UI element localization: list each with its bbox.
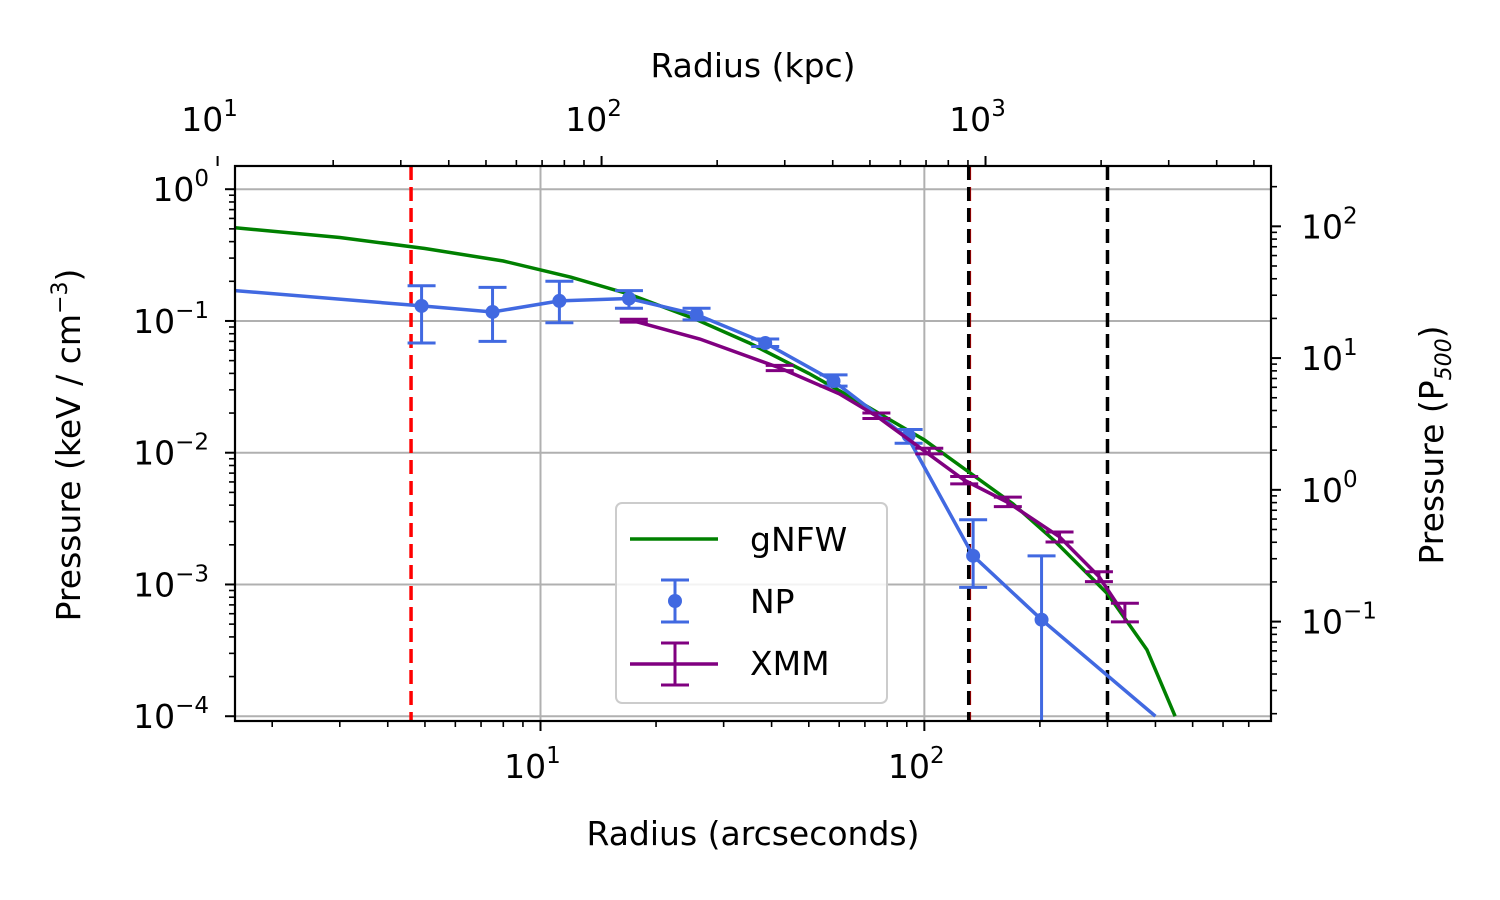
series-xmm-point-4 [950, 474, 979, 486]
y-tick-label-4: 10−4 [133, 693, 209, 736]
right-y-tick-label-2-base: 10 [1301, 471, 1343, 510]
right-y-tick-label-3-base: 10 [1301, 603, 1343, 642]
top-x-tick-label-2-base: 10 [949, 100, 991, 139]
np-marker-0 [414, 298, 429, 313]
y-axis-label: Pressure (keV / cm−3) [48, 269, 88, 622]
right-y-tick-label-2-exp: 0 [1343, 467, 1358, 493]
right-y-axis-label: Pressure (P500) [1412, 325, 1457, 564]
right-y-axis-label-close: ) [1412, 325, 1451, 338]
top-x-tick-label-2: 103 [949, 96, 1006, 139]
series-np [235, 279, 1157, 721]
y-axis-label-sup: −3 [48, 281, 73, 313]
series-np-point-8 [959, 518, 988, 589]
series-np-point-2 [545, 279, 574, 325]
legend: gNFW NP XMM [615, 502, 888, 704]
y-tick-label-3-exp: −3 [175, 561, 209, 587]
x-tick-label-0: 101 [504, 743, 561, 786]
np-marker-6 [826, 374, 841, 389]
legend-gnfw-label: gNFW [750, 520, 847, 559]
series-xmm-point-6 [1045, 530, 1074, 544]
series-np-point-4 [682, 306, 711, 322]
series-xmm-point-3 [915, 446, 944, 456]
top-x-axis-label: Radius (kpc) [650, 46, 855, 85]
legend-frame [615, 502, 888, 704]
series-np-point-1 [478, 285, 507, 343]
series-xmm-point-8 [1110, 601, 1139, 624]
top-x-tick-label-1-base: 10 [565, 100, 607, 139]
y-tick-label-4-base: 10 [133, 697, 175, 736]
right-y-tick-label-3-exp: −1 [1343, 599, 1377, 625]
right-y-tick-label-1: 101 [1301, 335, 1358, 378]
series-xmm-point-7 [1084, 570, 1113, 584]
np-marker-2 [552, 293, 567, 308]
np-marker-8 [966, 548, 981, 563]
x-tick-label-1-base: 10 [888, 747, 930, 786]
x-tick-label-0-exp: 1 [546, 743, 561, 769]
series-np-point-5 [751, 336, 780, 351]
y-tick-label-1-exp: −1 [175, 298, 209, 324]
y-tick-label-0-base: 10 [152, 170, 194, 209]
plot-frame [233, 164, 1273, 723]
y-tick-label-3: 10−3 [133, 561, 209, 604]
x-tick-label-1: 102 [888, 743, 945, 786]
right-y-tick-label-3: 10−1 [1301, 599, 1377, 642]
series-xmm [619, 317, 1139, 624]
y-axis-label-close: ) [49, 269, 88, 282]
np-marker-9 [1034, 612, 1049, 627]
x-tick-label-1-exp: 2 [930, 743, 945, 769]
np-marker-4 [689, 307, 704, 322]
legend-xmm-swatch [630, 641, 718, 687]
series-xmm-point-1 [765, 363, 794, 373]
y-tick-label-2-base: 10 [133, 434, 175, 473]
series-np-point-3 [614, 289, 643, 310]
series-xmm-point-2 [862, 411, 891, 420]
top-x-tick-label-0-exp: 1 [223, 96, 238, 122]
reference-lines [409, 166, 1110, 721]
series-np-line [235, 288, 1157, 718]
series-gnfw-line [235, 225, 1177, 717]
series-xmm-line [633, 319, 1127, 617]
np-marker-5 [758, 336, 773, 351]
top-x-tick-label-1-exp: 2 [607, 96, 622, 122]
x-axis-label: Radius (arcseconds) [587, 814, 920, 853]
y-tick-label-3-base: 10 [133, 565, 175, 604]
y-tick-label-1: 10−1 [133, 298, 209, 341]
top-x-tick-label-0: 101 [181, 96, 238, 139]
y-tick-label-2: 10−2 [133, 430, 209, 473]
series-xmm-point-0 [619, 317, 648, 324]
y-tick-label-4-exp: −4 [175, 693, 209, 719]
series-layer [235, 225, 1177, 721]
right-y-tick-label-1-exp: 1 [1343, 335, 1358, 361]
legend-np-marker [668, 594, 682, 608]
top-x-tick-label-1: 102 [565, 96, 622, 139]
right-y-tick-label-0-exp: 2 [1343, 203, 1358, 229]
right-y-tick-label-0: 102 [1301, 203, 1358, 246]
series-np-point-9 [1027, 554, 1056, 721]
top-x-tick-label-0-base: 10 [181, 100, 223, 139]
right-y-axis-label-sub: 500 [1432, 338, 1457, 380]
legend-np-label: NP [750, 582, 795, 621]
series-xmm-point-5 [993, 495, 1022, 509]
right-y-axis-label-main: Pressure (P [1412, 380, 1451, 564]
x-tick-label-0-base: 10 [504, 747, 546, 786]
legend-np-swatch [661, 578, 689, 624]
y-tick-label-2-exp: −2 [175, 430, 209, 456]
right-y-tick-label-0-base: 10 [1301, 207, 1343, 246]
np-marker-3 [621, 291, 636, 306]
y-tick-label-0: 100 [152, 166, 209, 209]
np-marker-1 [485, 304, 500, 319]
y-axis-label-main: Pressure (keV / cm [49, 314, 88, 621]
legend-xmm-label: XMM [750, 644, 830, 683]
series-np-point-6 [819, 373, 848, 389]
top-x-tick-label-2-exp: 3 [991, 96, 1006, 122]
series-np-point-0 [407, 284, 436, 345]
y-tick-label-0-exp: 0 [194, 166, 209, 192]
y-tick-label-1-base: 10 [133, 302, 175, 341]
right-y-tick-label-1-base: 10 [1301, 339, 1343, 378]
series-gnfw [235, 225, 1177, 717]
right-y-tick-label-2: 100 [1301, 467, 1358, 510]
